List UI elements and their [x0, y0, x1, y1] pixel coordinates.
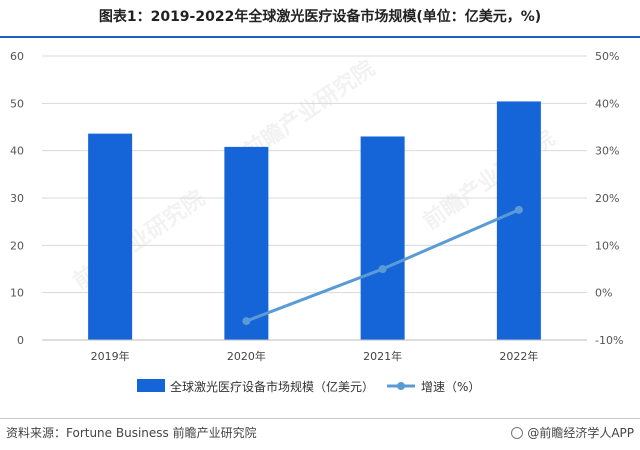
x-tick-label: 2022年	[499, 349, 538, 363]
brand-credit: @前瞻经济学人APP	[511, 424, 634, 441]
bar-series	[88, 101, 541, 340]
chart-title: 图表1：2019-2022年全球激光医疗设备市场规模(单位：亿美元，%)	[98, 9, 542, 25]
left-tick-label: 60	[10, 50, 24, 63]
brand-label: @前瞻经济学人APP	[527, 426, 634, 440]
x-tick-label: 2020年	[227, 349, 266, 363]
legend-line-label: 增速（%）	[421, 380, 480, 394]
left-tick-label: 30	[10, 192, 24, 205]
growth-point	[378, 265, 387, 273]
growth-point	[514, 205, 523, 214]
legend-bar-swatch	[137, 379, 165, 392]
left-tick-label: 20	[10, 239, 24, 252]
footer-divider	[0, 418, 640, 419]
left-tick-label: 40	[10, 145, 24, 158]
right-tick-label: 30%	[595, 145, 619, 158]
legend-bar-label: 全球激光医疗设备市场规模（亿美元）	[170, 379, 374, 394]
bar	[496, 101, 541, 340]
legend: 全球激光医疗设备市场规模（亿美元） 增速（%）	[137, 379, 480, 394]
x-axis: 2019年 2020年 2021年 2022年	[42, 339, 587, 363]
bar	[360, 136, 405, 340]
growth-point	[242, 317, 251, 326]
right-tick-label: 40%	[595, 97, 619, 110]
x-tick-label: 2021年	[363, 349, 402, 363]
right-tick-label: 50%	[595, 50, 619, 63]
left-tick-label: 0	[17, 334, 24, 347]
legend-line-marker	[397, 382, 405, 390]
left-tick-label: 50	[10, 97, 24, 110]
right-tick-label: -10%	[595, 334, 623, 347]
left-tick-label: 10	[10, 287, 24, 300]
bar	[88, 133, 133, 340]
bar	[224, 146, 269, 340]
right-tick-label: 20%	[595, 192, 619, 205]
left-axis: 0 10 20 30 40 50 60	[10, 50, 24, 347]
right-axis: -10% 0% 10% 20% 30% 40% 50%	[595, 50, 623, 347]
x-tick-label: 2019年	[91, 349, 130, 363]
right-tick-label: 10%	[595, 239, 619, 252]
brand-logo-icon	[511, 427, 524, 439]
title-divider	[0, 36, 640, 38]
source-note: 资料来源：Fortune Business 前瞻产业研究院	[6, 426, 257, 440]
right-tick-label: 0%	[595, 287, 612, 300]
line-series	[242, 205, 523, 326]
